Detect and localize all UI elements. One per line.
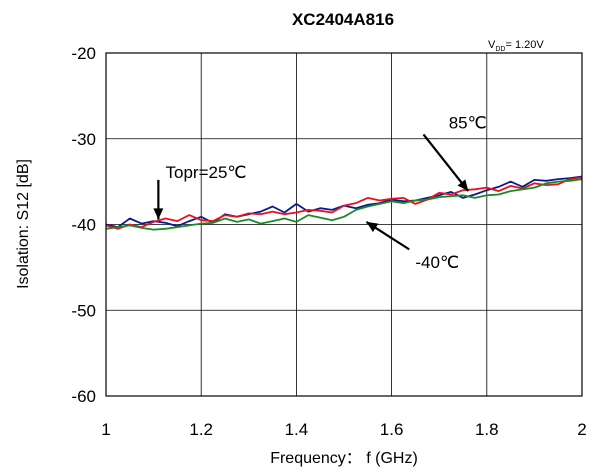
y-axis-label: Isolation: S12 [dB]: [15, 159, 32, 289]
y-tick-label: -40: [71, 216, 96, 235]
x-tick-label: 1: [101, 420, 110, 439]
series-line-1: [105, 176, 583, 230]
x-tick-label: 1.4: [285, 420, 309, 439]
annotation-arrowhead-2: [366, 221, 379, 233]
x-tick-label: 2: [577, 420, 586, 439]
annotation-arrowhead-0: [457, 179, 469, 192]
series-lines: [105, 175, 583, 231]
x-tick-label: 1.2: [189, 420, 213, 439]
annotation-arrow-0: [422, 133, 470, 192]
chart-title: XC2404A816: [292, 10, 394, 29]
x-tick-label: 1.6: [380, 420, 404, 439]
annotation-label: 85℃: [449, 113, 487, 132]
annotation-label: -40℃: [415, 253, 459, 272]
annotation-arrowhead-1: [153, 208, 164, 220]
y-tick-label: -60: [71, 387, 96, 406]
annotations: 85℃ Topr=25℃ -40℃: [153, 113, 487, 272]
x-tick-label: 1.8: [475, 420, 499, 439]
plot-frame: [105, 52, 583, 397]
y-tick-labels: -60 -50 -40 -30 -20: [71, 44, 96, 406]
series-line-0: [105, 175, 583, 229]
vdd-value: = 1.20V: [505, 39, 544, 51]
vdd-subscript: DD: [495, 46, 505, 53]
y-tick-label: -30: [71, 130, 96, 149]
vdd-prefix: V: [488, 39, 496, 51]
y-tick-label: -20: [71, 44, 96, 63]
x-tick-labels: 1 1.2 1.4 1.6 1.8 2: [101, 420, 586, 439]
grid: [105, 52, 583, 397]
y-tick-label: -50: [71, 301, 96, 320]
x-axis-label: Frequency： f (GHz): [270, 450, 418, 467]
vdd-condition: VDD= 1.20V: [488, 39, 544, 53]
annotation-label: Topr=25℃: [166, 163, 247, 182]
series-line-2: [105, 178, 583, 231]
